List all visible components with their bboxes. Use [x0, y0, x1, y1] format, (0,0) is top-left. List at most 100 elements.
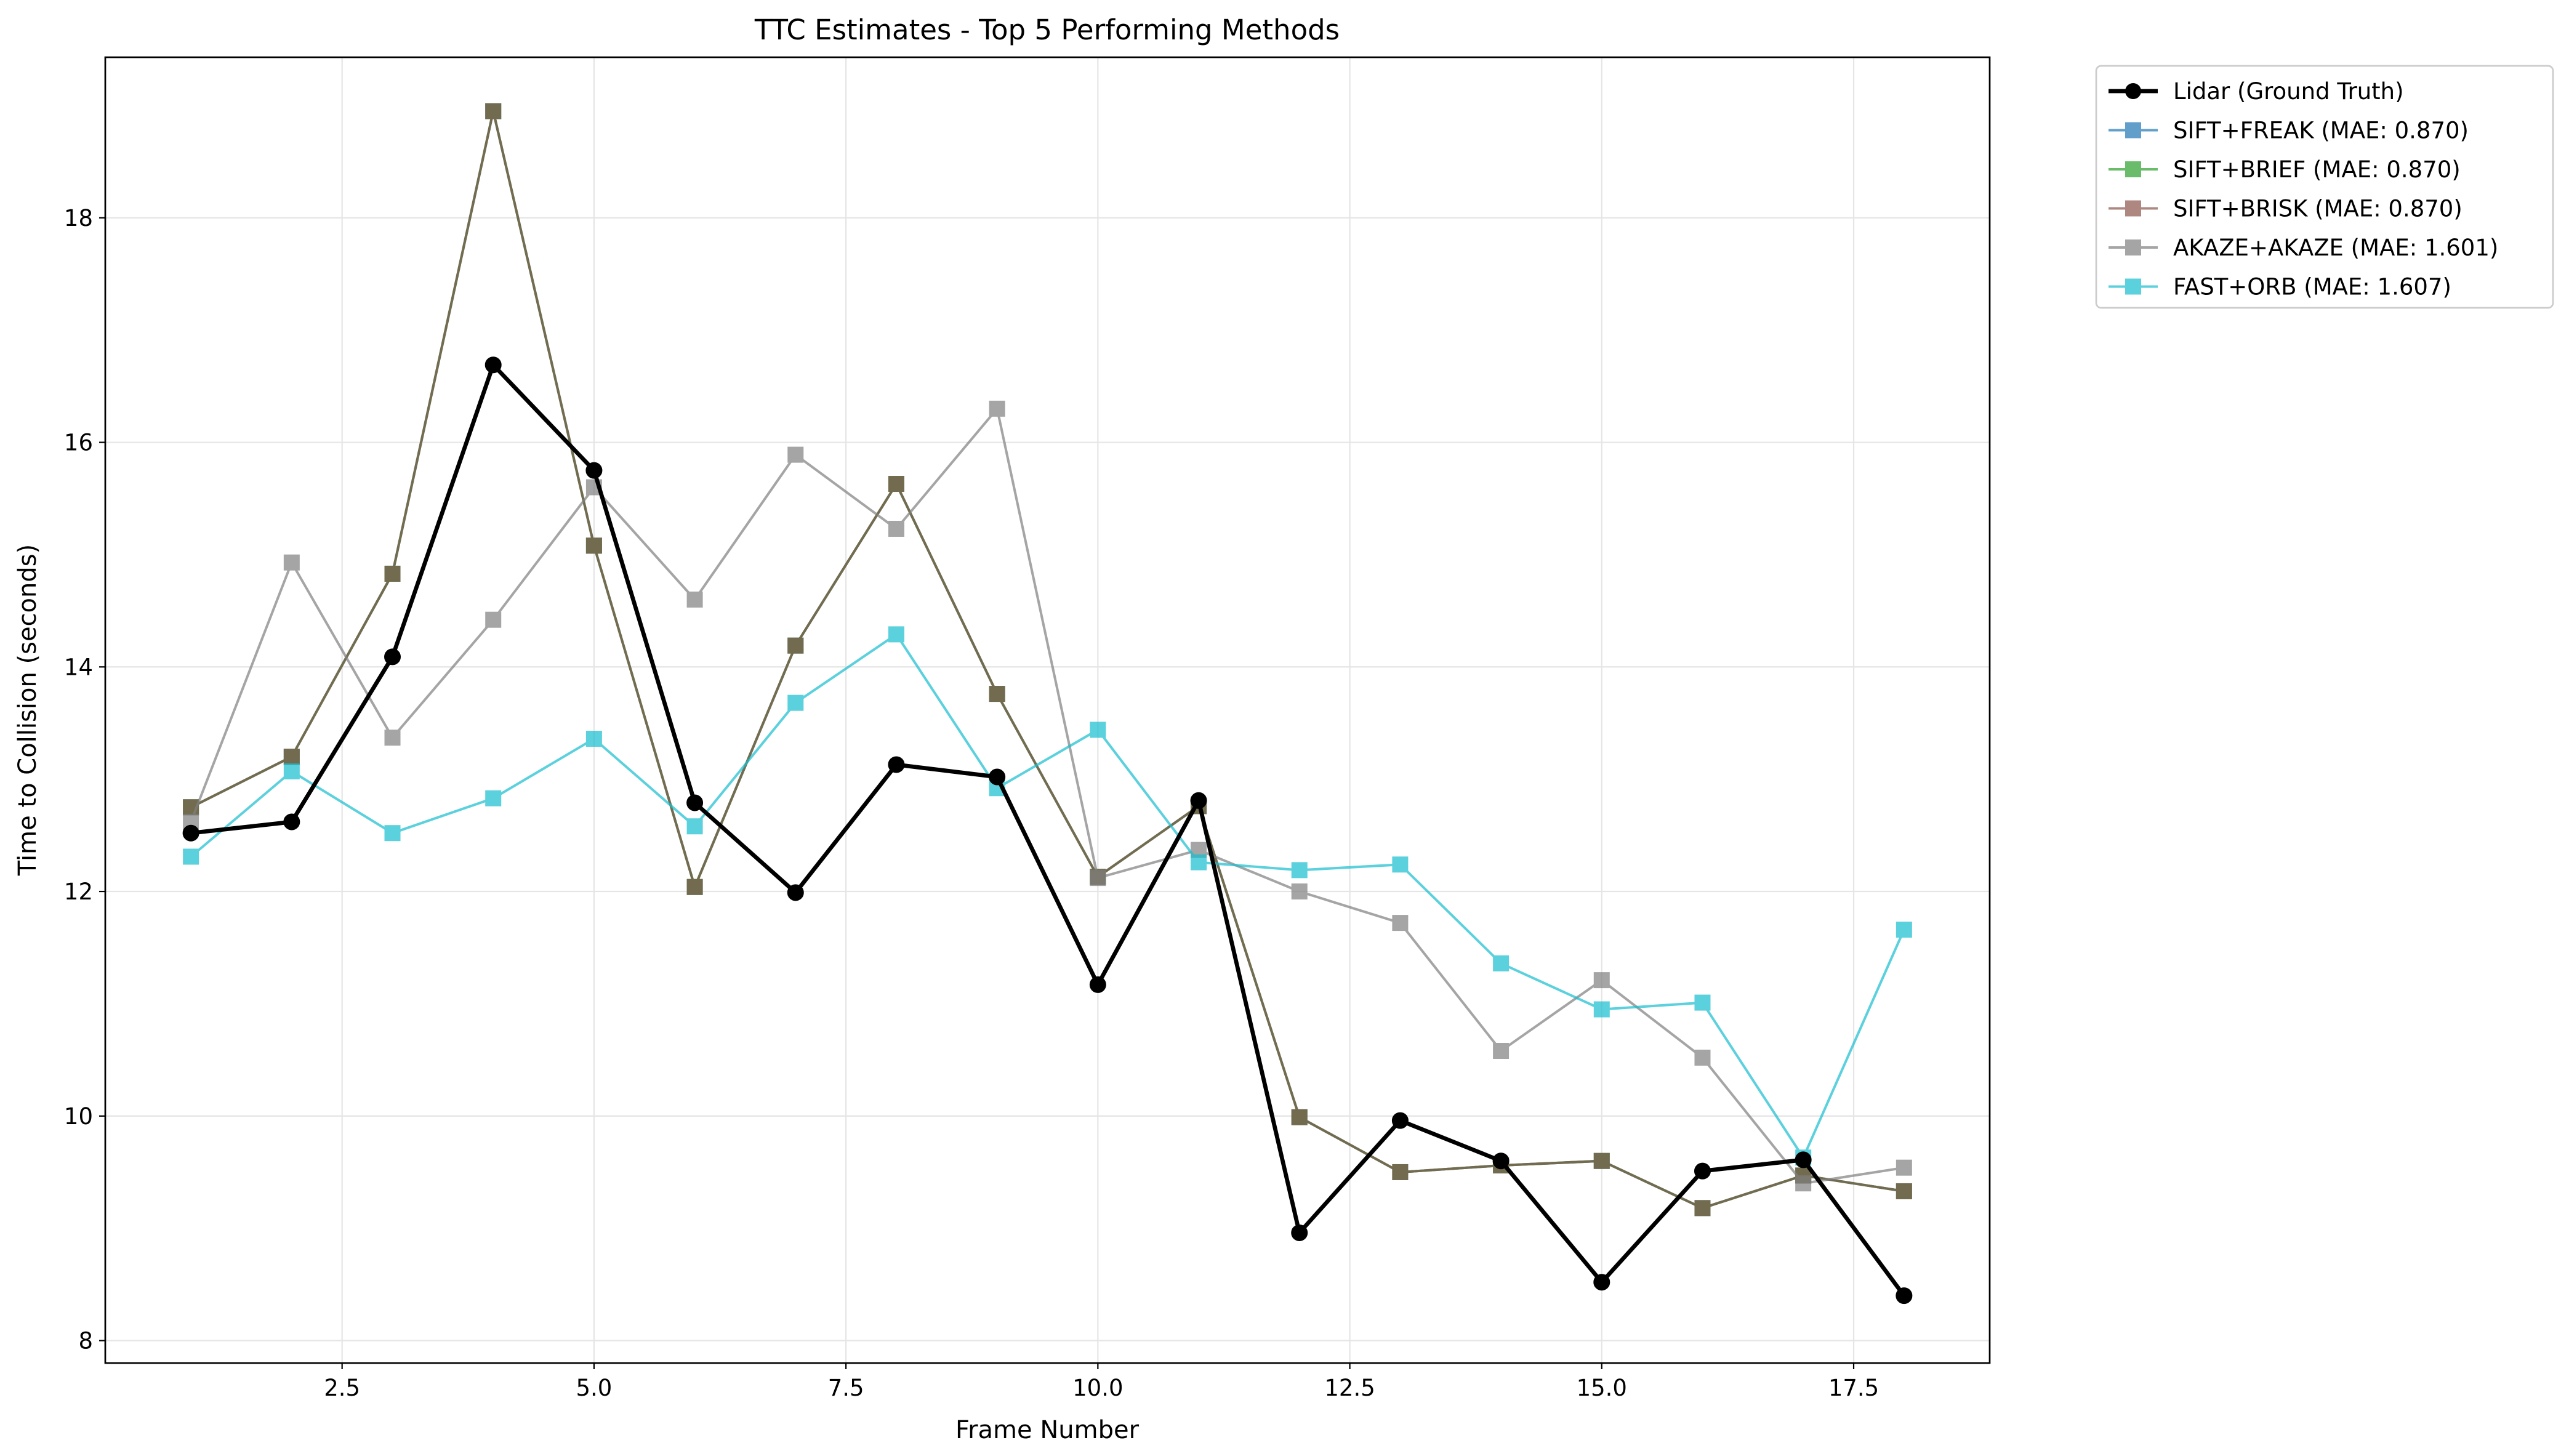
plot-area-frame	[104, 56, 1991, 1364]
y-axis: 8 10 12 14 16 18	[64, 205, 105, 1354]
data-point	[283, 763, 300, 779]
legend-item: SIFT+FREAK (MAE: 0.870)	[2109, 118, 2469, 144]
data-point	[485, 611, 502, 628]
legend-label: SIFT+BRISK (MAE: 0.870)	[2173, 196, 2462, 222]
x-axis: 2.5 5.0 7.5 10.0 12.5 15.0 17.5	[324, 1363, 1879, 1401]
data-point	[1492, 1152, 1510, 1170]
data-point	[888, 756, 905, 773]
data-point	[384, 565, 401, 582]
data-point	[1392, 1164, 1409, 1180]
legend-swatch	[2109, 122, 2158, 139]
data-point	[1694, 1200, 1711, 1217]
y-tick-label: 8	[78, 1328, 93, 1354]
data-point	[1493, 1043, 1510, 1060]
series-line	[190, 110, 1905, 1210]
legend-marker	[2125, 239, 2141, 255]
legend-marker	[2125, 161, 2141, 177]
legend-label: SIFT+BRIEF (MAE: 0.870)	[2173, 156, 2461, 183]
data-point	[1291, 1224, 1308, 1241]
series-line	[190, 633, 1905, 1159]
x-tick-label: 7.5	[828, 1375, 864, 1401]
legend-item: SIFT+BRISK (MAE: 0.870)	[2109, 196, 2462, 222]
data-point	[1896, 1287, 1913, 1305]
data-point	[183, 848, 199, 865]
data-point	[686, 818, 703, 835]
legend-marker	[2125, 122, 2141, 139]
y-tick-label: 14	[64, 654, 93, 680]
data-point	[1694, 1162, 1711, 1180]
data-point	[384, 730, 401, 746]
legend-marker	[2125, 200, 2141, 217]
legend-item: Lidar (Ground Truth)	[2109, 78, 2404, 105]
data-point	[484, 356, 502, 374]
data-point	[1090, 870, 1106, 887]
data-point	[585, 731, 602, 747]
data-point	[1593, 1001, 1610, 1018]
data-point	[1694, 1049, 1711, 1066]
legend-label: AKAZE+AKAZE (MAE: 1.601)	[2173, 235, 2498, 261]
x-tick-label: 10.0	[1072, 1375, 1123, 1401]
data-point	[1593, 1274, 1610, 1291]
data-point	[989, 768, 1006, 786]
data-point	[787, 446, 804, 463]
data-point	[888, 520, 904, 537]
series-line	[190, 363, 1906, 1297]
y-tick-label: 18	[64, 205, 93, 231]
data-point	[1694, 994, 1711, 1011]
data-point	[686, 794, 704, 811]
data-point	[585, 462, 603, 479]
data-point	[1291, 883, 1308, 900]
x-tick-label: 12.5	[1324, 1375, 1375, 1401]
data-point	[1795, 1175, 1812, 1192]
legend-swatch	[2109, 200, 2158, 217]
data-point	[283, 749, 300, 765]
data-point	[787, 637, 804, 654]
legend-label: Lidar (Ground Truth)	[2173, 78, 2404, 105]
data-point	[989, 686, 1005, 702]
legend-swatch	[2109, 161, 2158, 177]
data-point	[787, 884, 804, 901]
legend-swatch	[2109, 278, 2158, 295]
legend-swatch	[2109, 83, 2158, 99]
data-point	[485, 790, 502, 806]
data-point	[686, 879, 703, 895]
legend-item: SIFT+BRIEF (MAE: 0.870)	[2109, 156, 2461, 183]
data-point	[1493, 955, 1510, 971]
legend-item: AKAZE+AKAZE (MAE: 1.601)	[2109, 235, 2498, 261]
data-point	[686, 591, 703, 608]
data-point	[1391, 1112, 1409, 1129]
data-point	[787, 694, 804, 711]
data-point	[585, 537, 602, 554]
data-point	[1291, 1109, 1308, 1125]
legend-label: FAST+ORB (MAE: 1.607)	[2173, 274, 2451, 300]
data-point	[1896, 1183, 1912, 1199]
legend-swatch	[2109, 239, 2158, 255]
data-point	[1090, 722, 1106, 738]
series-4	[183, 626, 1912, 1166]
series-layer	[182, 103, 1913, 1305]
data-point	[1593, 1152, 1610, 1169]
y-axis-label: Time to Collision (seconds)	[14, 544, 42, 876]
y-tick-label: 12	[64, 879, 93, 905]
data-point	[1190, 792, 1207, 809]
legend: Lidar (Ground Truth) SIFT+FREAK (MAE: 0.8…	[2095, 65, 2554, 309]
legend-marker	[2125, 83, 2141, 99]
chart-title: TTC Estimates - Top 5 Performing Methods	[754, 14, 1340, 46]
grid	[105, 57, 1990, 1363]
x-axis-label: Frame Number	[955, 1416, 1140, 1444]
data-point	[1392, 856, 1409, 873]
series-5	[182, 356, 1913, 1305]
y-tick-label: 10	[64, 1103, 93, 1130]
data-point	[1896, 1159, 1912, 1176]
series-line	[190, 407, 1905, 1185]
data-point	[1593, 972, 1610, 989]
x-tick-label: 15.0	[1577, 1375, 1627, 1401]
data-point	[888, 626, 904, 643]
data-point	[1896, 922, 1912, 938]
data-point	[384, 825, 401, 842]
legend-item: FAST+ORB (MAE: 1.607)	[2109, 274, 2451, 300]
data-point	[485, 103, 502, 119]
data-point	[1089, 976, 1106, 993]
legend-frame	[2095, 65, 2554, 309]
